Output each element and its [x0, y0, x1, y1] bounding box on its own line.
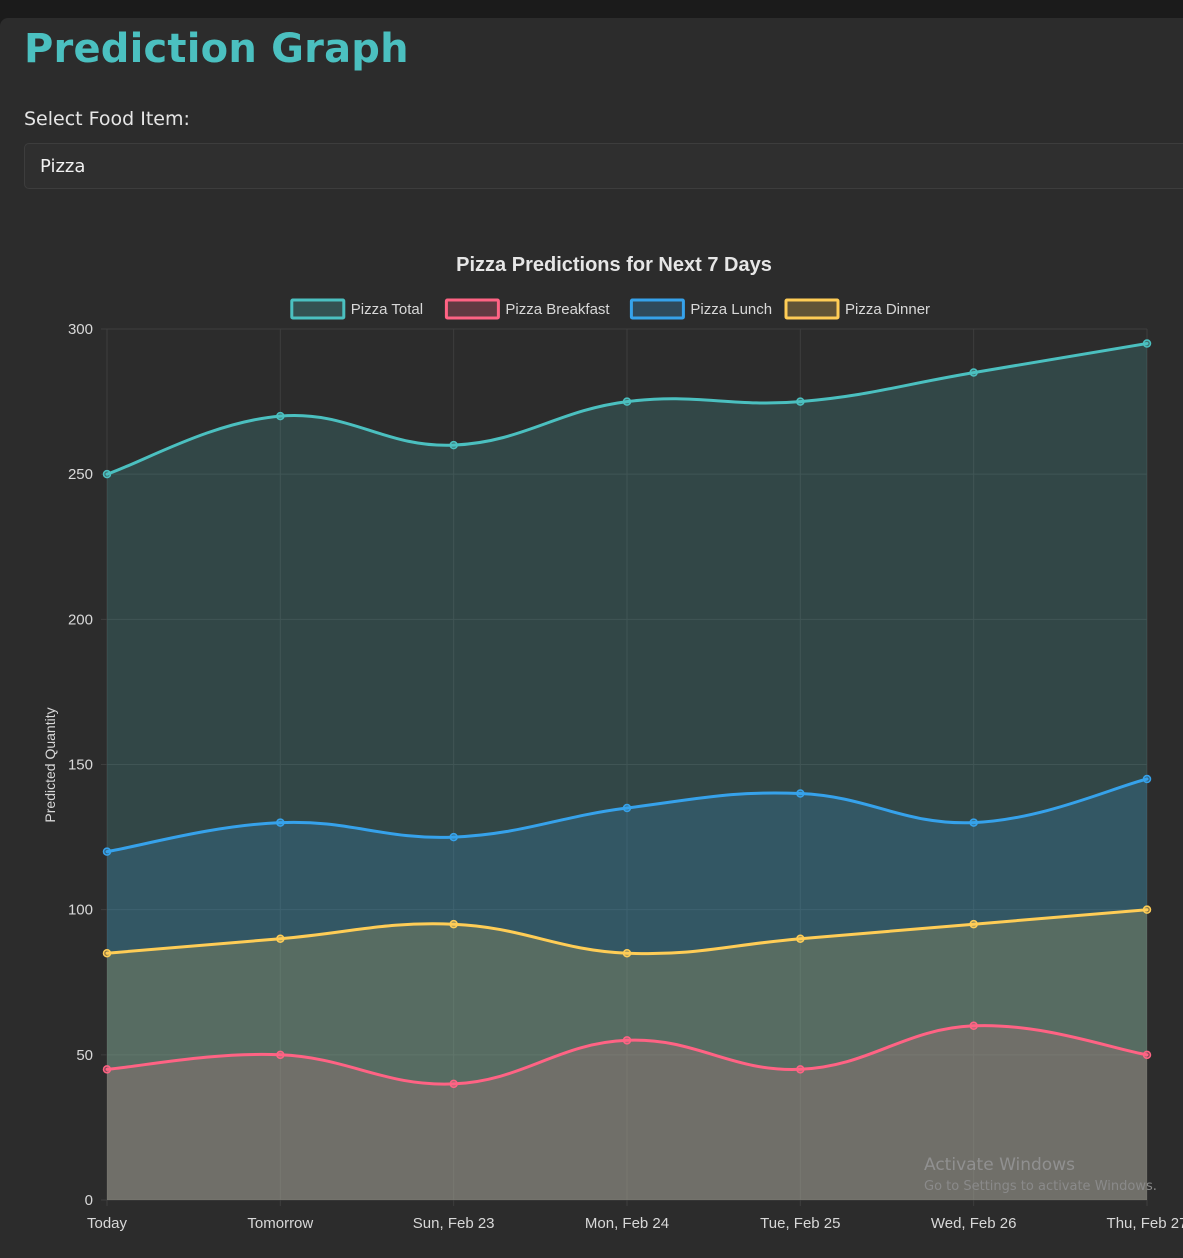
grid-layer — [101, 328, 1148, 1206]
food-item-select-value: Pizza — [40, 156, 86, 177]
data-point — [622, 1036, 632, 1045]
legend-swatch — [290, 298, 346, 320]
data-point — [102, 469, 112, 479]
line-layer — [102, 339, 1152, 1089]
y-tick-label: 0 — [85, 1192, 93, 1209]
data-point — [796, 789, 805, 798]
legend-swatch — [444, 298, 500, 320]
x-tick-label: Tomorrow — [247, 1215, 313, 1232]
y-tick-label: 250 — [68, 466, 93, 483]
watermark-line2: Go to Settings to activate Windows. — [924, 1179, 1157, 1194]
series-fill — [107, 779, 1147, 1200]
x-tick-label: Today — [87, 1215, 128, 1232]
data-point — [102, 1065, 112, 1074]
data-point — [1142, 1050, 1152, 1060]
activate-windows-watermark: Activate Windows Go to Settings to activ… — [924, 1155, 1157, 1194]
data-point — [969, 818, 978, 827]
data-point — [276, 411, 285, 421]
series-line — [105, 342, 1149, 476]
chart-legend: Pizza Total Pizza Breakfast Pizza Lunch Piz… — [290, 298, 930, 320]
legend-swatch — [629, 298, 685, 320]
series-line — [105, 908, 1149, 956]
x-tick-label: Thu, Feb 27 — [1107, 1215, 1183, 1232]
y-tick-label: 150 — [68, 757, 93, 774]
series-fill — [107, 1025, 1147, 1200]
data-point — [969, 1021, 978, 1031]
x-tick-label: Wed, Feb 26 — [931, 1215, 1017, 1232]
axis-layer: 0 50 100 150 200 250 300 Today Tomorrow Sun, Feb … — [68, 321, 1183, 1232]
food-item-select[interactable]: Pizza — [24, 143, 1183, 189]
data-point — [1142, 905, 1152, 914]
legend-swatch — [784, 298, 840, 320]
data-point — [796, 934, 805, 943]
fill-layer — [107, 343, 1147, 1200]
data-point — [449, 440, 458, 450]
data-point — [622, 803, 632, 813]
y-tick-label: 50 — [76, 1047, 93, 1064]
data-point — [102, 847, 112, 856]
main-panel — [0, 18, 1183, 1258]
series-line — [105, 777, 1149, 854]
series-fill — [107, 343, 1147, 1200]
data-point — [449, 1079, 458, 1089]
x-tick-label: Mon, Feb 24 — [585, 1215, 669, 1232]
y-tick-label: 100 — [68, 902, 93, 919]
data-point — [969, 368, 978, 377]
data-point — [622, 948, 632, 958]
legend-label: Pizza Total — [351, 301, 423, 318]
y-tick-label: 300 — [68, 321, 93, 338]
page-title: Prediction Graph — [24, 26, 409, 72]
data-point — [796, 1065, 805, 1074]
x-tick-label: Tue, Feb 25 — [760, 1215, 840, 1232]
select-food-label: Select Food Item: — [24, 108, 190, 130]
data-point — [1142, 339, 1152, 348]
x-tick-label: Sun, Feb 23 — [413, 1215, 495, 1232]
chart-title: Pizza Predictions for Next 7 Days — [456, 254, 772, 276]
data-point — [276, 818, 285, 827]
legend-label: Pizza Lunch — [690, 301, 772, 318]
data-point — [449, 832, 458, 842]
y-axis-label: Predicted Quantity — [42, 707, 58, 822]
data-point — [449, 919, 458, 929]
series-line — [105, 1024, 1149, 1086]
data-point — [796, 397, 805, 406]
data-point — [102, 948, 112, 958]
data-point — [276, 1050, 285, 1060]
watermark-line1: Activate Windows — [924, 1155, 1075, 1175]
data-point — [622, 397, 632, 406]
data-point — [969, 919, 978, 929]
data-point — [1142, 774, 1152, 784]
y-tick-label: 200 — [68, 611, 93, 628]
series-fill — [107, 909, 1147, 1200]
data-point — [276, 934, 285, 943]
legend-label: Pizza Dinner — [845, 301, 930, 318]
legend-label: Pizza Breakfast — [505, 301, 610, 318]
